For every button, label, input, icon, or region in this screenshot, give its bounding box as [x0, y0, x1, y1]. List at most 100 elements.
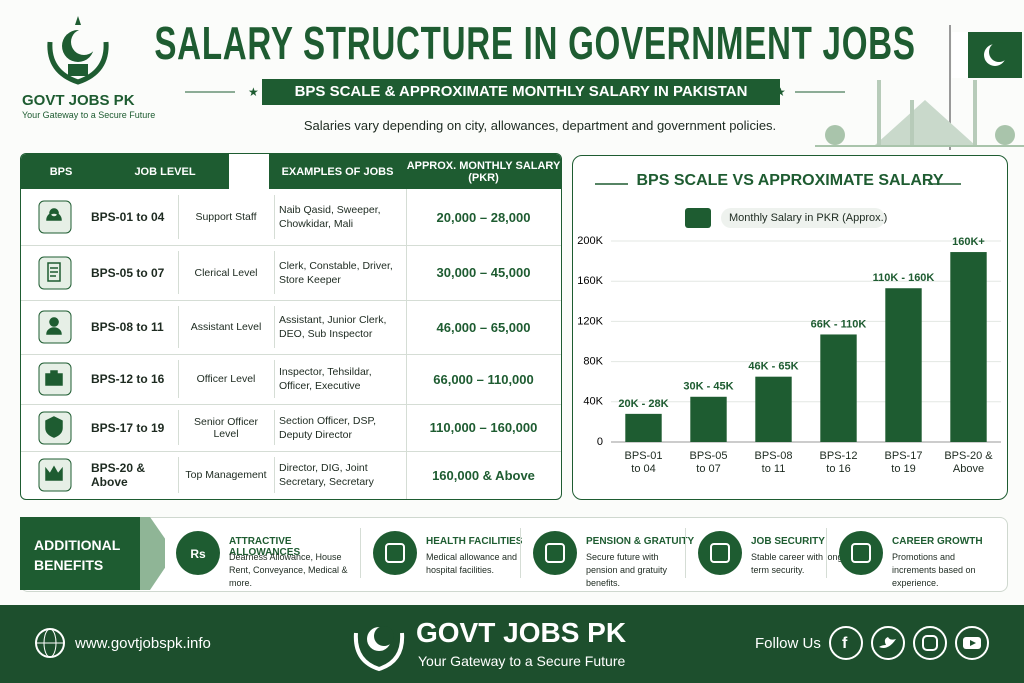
footer-brand: GOVT JOBS PK: [416, 617, 627, 648]
icon-glyph: [47, 261, 61, 282]
icon-glyph: [45, 370, 63, 386]
x-tick-label: BPS-12 to 16: [819, 450, 858, 475]
table-cell: Director, DIG, Joint Secretary, Secretar…: [279, 462, 374, 488]
benefit-icon: [533, 531, 577, 575]
ribbon-lines: ★ ★: [185, 85, 845, 99]
col-divider: [274, 360, 275, 398]
col-divider: [406, 245, 407, 300]
y-tick-label: 40K: [583, 396, 603, 408]
table-cell: BPS-20 & Above: [91, 461, 146, 489]
row-divider: [21, 300, 561, 301]
row-icon: [38, 458, 72, 492]
x-tick-label: BPS-01 to 04: [624, 450, 663, 475]
table-cell: 66,000 – 110,000: [433, 371, 534, 387]
bar: [625, 413, 662, 442]
row-icon: [38, 256, 72, 289]
icon-circle: [698, 531, 742, 575]
footer-emblem: [353, 626, 405, 672]
globe-icon: [35, 628, 65, 658]
col-divider: [178, 410, 179, 445]
table-cell: BPS-08 to 11: [91, 320, 164, 334]
y-tick-label: 120K: [577, 315, 603, 327]
benefit-title: JOB SECURITY: [751, 536, 825, 547]
x-tick-label: BPS-05 to 07: [689, 450, 728, 475]
value-label: 20K - 28K: [618, 398, 668, 410]
col-divider: [274, 195, 275, 239]
logo-emblem: [47, 16, 109, 85]
salary-table: BPS JOB LEVEL EXAMPLES OF JOBS APPROX. MONT…: [20, 153, 562, 500]
value-label: 46K - 65K: [748, 361, 798, 373]
col-divider: [178, 457, 179, 493]
table-cell: Assistant Level: [190, 321, 262, 333]
table-cell: 110,000 – 160,000: [429, 420, 538, 435]
benefit-icon: [839, 531, 883, 575]
column-header: APPROX. MONTHLY SALARY (PKR): [406, 154, 561, 189]
column-header: BPS: [21, 154, 101, 189]
website[interactable]: www.govtjobspk.info: [75, 635, 211, 652]
follow-label: Follow Us: [755, 635, 821, 652]
row-divider: [21, 245, 561, 246]
title: SALARY STRUCTURE IN GOVERNMENT JOBS: [154, 17, 916, 69]
table-cell: BPS-05 to 07: [91, 265, 165, 280]
skyline: [815, 25, 1024, 150]
footer-tagline: Your Gateway to a Secure Future: [418, 653, 626, 669]
icon-text: Rs: [190, 547, 206, 561]
icon-glyph: [45, 465, 63, 481]
benefit-divider: [520, 528, 521, 578]
col-divider: [178, 195, 179, 239]
col-divider: [406, 404, 407, 451]
x-tick-label: BPS-17 to 19: [884, 450, 923, 475]
row-icon: [38, 362, 72, 396]
icon-glyph: [851, 543, 871, 563]
benefits-arrow: [20, 517, 165, 590]
icon-circle: [533, 531, 577, 575]
row-divider: [21, 404, 561, 405]
benefit-icon: [373, 531, 417, 575]
instagram[interactable]: [913, 626, 947, 660]
table-cell: Inspector, Tehsildar, Officer, Executive: [279, 366, 372, 392]
col-divider: [274, 410, 275, 445]
icon-glyph: [710, 543, 730, 563]
row-divider: [21, 354, 561, 355]
col-divider: [406, 354, 407, 404]
table-cell: Naib Qasid, Sweeper, Chowkidar, Mali: [279, 204, 381, 230]
chart-panel: 0 40K 80K 120K 160K 200K 20K - 28K 30K - 45K 46K…: [572, 155, 1008, 500]
col-divider: [178, 306, 179, 348]
table-cell: 160,000 & Above: [432, 467, 535, 483]
row-icon: [38, 310, 72, 344]
twitter[interactable]: [871, 626, 905, 660]
benefit-text: Dearness Allowance, House Rent, Conveyan…: [229, 552, 348, 588]
benefit-title: CAREER GROWTH: [892, 536, 983, 547]
value-label: 110K - 160K: [873, 272, 935, 284]
benefit-icon: [698, 531, 742, 575]
benefit-divider: [826, 528, 827, 578]
icon-glyph: [46, 317, 62, 335]
benefit-text: Secure future with pension and gratuity …: [586, 552, 668, 588]
benefit-title: PENSION & GRATUITY: [586, 536, 695, 547]
row-icon: [38, 200, 72, 234]
column-header: EXAMPLES OF JOBS: [269, 154, 406, 189]
value-label: 30K - 45K: [683, 381, 733, 393]
col-divider: [178, 251, 179, 294]
facebook[interactable]: [829, 626, 863, 660]
table-cell: 46,000 – 65,000: [436, 319, 531, 335]
youtube[interactable]: [955, 626, 989, 660]
col-divider: [274, 251, 275, 294]
benefit-divider: [360, 528, 361, 578]
svg-text:★: ★: [775, 85, 786, 99]
col-divider: [406, 300, 407, 354]
row-icon: [38, 411, 72, 444]
benefit-divider: [685, 528, 686, 578]
table-cell: Assistant, Junior Clerk, DEO, Sub Inspec…: [279, 314, 387, 340]
benefit-title: HEALTH FACILITIES: [426, 536, 523, 547]
value-label: 160K+: [952, 236, 985, 248]
benefit-text: Medical allowance and hospital facilitie…: [426, 552, 518, 575]
table-cell: 30,000 – 45,000: [436, 265, 531, 280]
benefit-text: Stable career with long-term security.: [751, 552, 846, 575]
x-tick-label: BPS-08 to 11: [754, 450, 793, 475]
row-divider: [21, 451, 561, 452]
icon-glyph: [46, 208, 62, 221]
legend-swatch: [685, 208, 711, 228]
bar: [885, 288, 922, 442]
bar: [820, 334, 857, 442]
